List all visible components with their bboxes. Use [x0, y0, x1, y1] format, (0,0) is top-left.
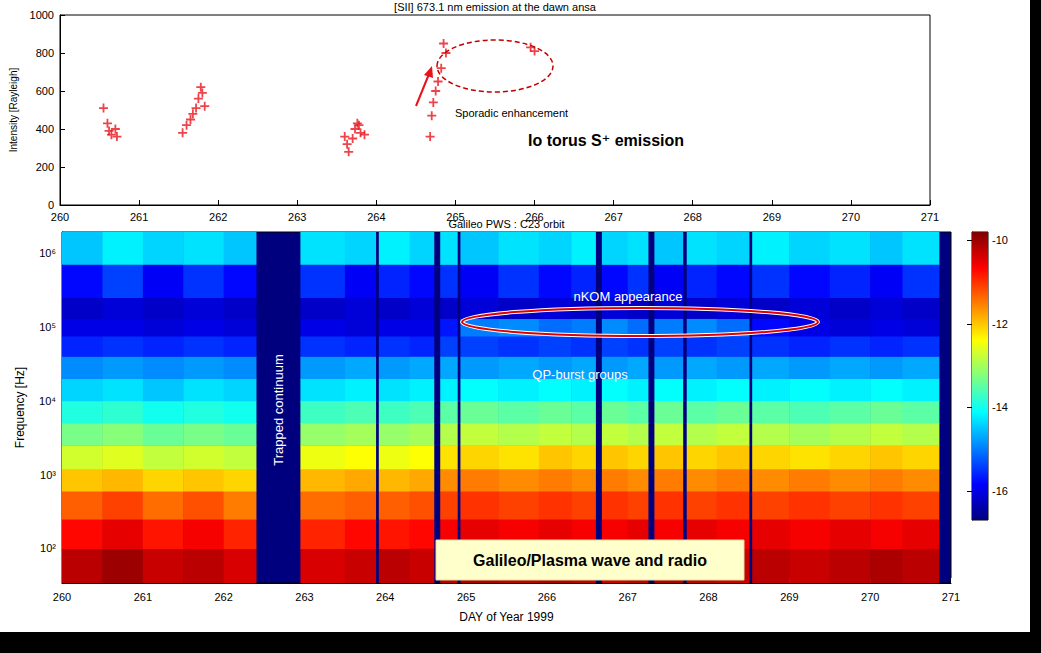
svg-text:261: 261 — [134, 591, 152, 603]
svg-text:-10: -10 — [992, 234, 1008, 246]
svg-text:Galileo PWS : C23 orbit: Galileo PWS : C23 orbit — [448, 218, 564, 230]
svg-text:264: 264 — [376, 591, 394, 603]
svg-text:10²: 10² — [40, 542, 56, 554]
svg-text:267: 267 — [604, 211, 622, 223]
svg-text:266: 266 — [538, 591, 556, 603]
svg-text:262: 262 — [209, 211, 227, 223]
svg-text:Sporadic enhancement: Sporadic enhancement — [455, 107, 568, 119]
svg-text:DAY of Year 1999: DAY of Year 1999 — [459, 610, 554, 624]
svg-text:Frequency [Hz]: Frequency [Hz] — [13, 367, 27, 448]
svg-text:271: 271 — [942, 591, 960, 603]
svg-text:-12: -12 — [992, 318, 1008, 330]
svg-text:261: 261 — [130, 211, 148, 223]
svg-text:270: 270 — [842, 211, 860, 223]
svg-text:nKOM appearance: nKOM appearance — [573, 289, 682, 304]
svg-text:263: 263 — [295, 591, 313, 603]
svg-text:10⁶: 10⁶ — [39, 247, 56, 259]
svg-text:400: 400 — [36, 123, 54, 135]
svg-text:260: 260 — [51, 211, 69, 223]
svg-text:-16: -16 — [992, 485, 1008, 497]
svg-text:264: 264 — [367, 211, 385, 223]
svg-text:268: 268 — [684, 211, 702, 223]
svg-text:270: 270 — [861, 591, 879, 603]
svg-text:-14: -14 — [992, 401, 1008, 413]
svg-text:[SII] 673.1 nm emission at the: [SII] 673.1 nm emission at the dawn ansa — [394, 1, 597, 13]
svg-text:268: 268 — [699, 591, 717, 603]
svg-text:269: 269 — [763, 211, 781, 223]
svg-text:10⁵: 10⁵ — [39, 321, 56, 333]
svg-text:600: 600 — [36, 85, 54, 97]
svg-text:Trapped continuum: Trapped continuum — [271, 354, 286, 466]
svg-text:1000: 1000 — [30, 9, 54, 21]
svg-text:Intensity [Rayleigh]: Intensity [Rayleigh] — [8, 68, 19, 153]
svg-text:265: 265 — [457, 591, 475, 603]
svg-text:263: 263 — [288, 211, 306, 223]
svg-text:267: 267 — [619, 591, 637, 603]
svg-text:Galileo/Plasma wave and radio: Galileo/Plasma wave and radio — [473, 552, 707, 569]
svg-text:271: 271 — [921, 211, 939, 223]
svg-text:200: 200 — [36, 161, 54, 173]
svg-text:266: 266 — [525, 210, 544, 223]
svg-text:269: 269 — [780, 591, 798, 603]
svg-text:0: 0 — [48, 199, 54, 211]
svg-text:262: 262 — [214, 591, 232, 603]
svg-text:10³: 10³ — [40, 469, 56, 481]
svg-text:Io torus S⁺ emission: Io torus S⁺ emission — [528, 132, 684, 149]
svg-text:800: 800 — [36, 47, 54, 59]
svg-text:265: 265 — [446, 210, 465, 223]
svg-text:260: 260 — [53, 591, 71, 603]
svg-text:10⁴: 10⁴ — [39, 395, 56, 407]
svg-text:QP-burst groups: QP-burst groups — [532, 367, 628, 382]
